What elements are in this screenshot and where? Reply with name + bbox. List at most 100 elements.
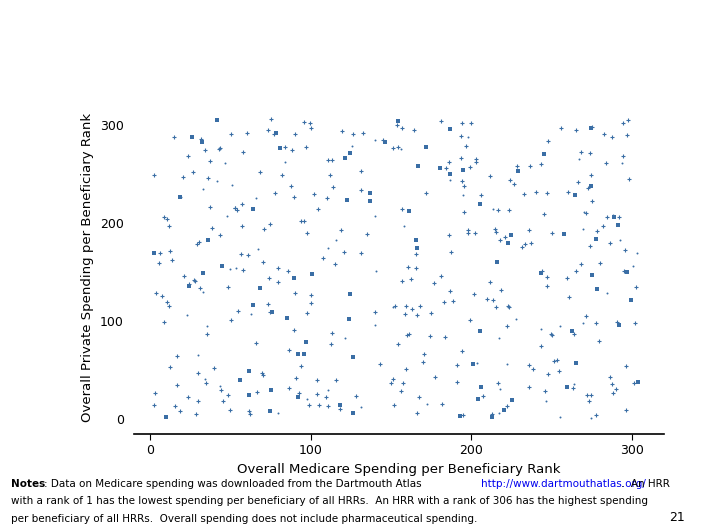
Point (217, 397, 228, 406)
Point (273, 408, 284, 417)
Point (441, 164, 452, 172)
Point (511, 162, 522, 170)
Point (149, 400, 160, 409)
Point (191, 410, 202, 418)
Point (244, 366, 255, 375)
Point (478, 392, 489, 400)
Point (206, 224, 217, 232)
Point (196, 135, 207, 143)
Point (301, 338, 312, 346)
Point (164, 362, 176, 371)
Point (321, 393, 332, 402)
Point (443, 158, 455, 167)
Point (546, 331, 557, 340)
Point (279, 143, 290, 152)
Point (593, 336, 604, 345)
Point (355, 403, 366, 411)
Point (519, 240, 530, 248)
Point (196, 138, 208, 146)
Point (443, 231, 454, 239)
Point (523, 383, 534, 391)
Point (306, 270, 318, 278)
Point (570, 191, 581, 199)
Point (597, 222, 609, 230)
Point (503, 206, 514, 214)
Point (254, 284, 265, 293)
Point (436, 117, 447, 125)
Point (276, 171, 287, 179)
Point (542, 282, 553, 290)
Point (379, 138, 390, 147)
Point (580, 209, 592, 217)
Point (388, 400, 400, 409)
Point (246, 310, 257, 318)
Point (290, 374, 301, 382)
X-axis label: Overall Medicare Spending per Beneficiary Rank: Overall Medicare Spending per Beneficiar… (237, 463, 561, 476)
Point (175, 192, 186, 200)
Point (481, 295, 492, 303)
Point (516, 242, 527, 251)
Point (255, 168, 266, 177)
Point (211, 177, 222, 186)
Point (371, 266, 382, 275)
Point (419, 350, 430, 359)
Point (585, 124, 597, 133)
Point (247, 204, 258, 213)
Point (456, 347, 467, 355)
Point (385, 378, 397, 387)
Point (164, 247, 176, 256)
Point (225, 130, 237, 139)
Point (250, 339, 261, 348)
Point (491, 258, 502, 266)
Point (590, 318, 602, 327)
Point (193, 238, 205, 246)
Point (169, 402, 180, 410)
Point (568, 384, 579, 392)
Point (163, 302, 174, 311)
Point (247, 300, 258, 309)
Point (304, 119, 316, 127)
Point (623, 175, 635, 184)
Point (301, 395, 313, 403)
Point (424, 332, 436, 341)
Point (215, 231, 226, 240)
Point (628, 379, 640, 387)
Point (222, 390, 234, 399)
Point (606, 133, 617, 141)
Point (331, 236, 342, 244)
Point (284, 384, 295, 392)
Point (485, 171, 496, 180)
Point (336, 126, 347, 135)
Point (348, 353, 359, 361)
Point (504, 176, 515, 185)
Point (573, 178, 584, 186)
Point (512, 167, 523, 175)
Point (217, 262, 228, 270)
Point (621, 267, 633, 276)
Point (242, 251, 253, 259)
Point (503, 302, 514, 310)
Point (406, 305, 417, 313)
Point (568, 380, 580, 389)
Point (578, 208, 590, 216)
Point (188, 276, 199, 285)
Point (618, 152, 629, 160)
Point (199, 146, 210, 154)
Point (202, 330, 213, 339)
Point (490, 224, 501, 233)
Point (202, 322, 213, 330)
Point (474, 200, 485, 208)
Point (500, 233, 511, 241)
Point (539, 209, 550, 218)
Point (625, 296, 636, 305)
Point (311, 389, 323, 398)
Point (542, 272, 553, 281)
Point (345, 149, 356, 158)
Point (205, 203, 216, 211)
Point (400, 302, 412, 311)
Point (256, 369, 267, 377)
Point (614, 321, 625, 329)
Point (486, 409, 498, 418)
Point (293, 393, 304, 402)
Point (263, 126, 274, 135)
